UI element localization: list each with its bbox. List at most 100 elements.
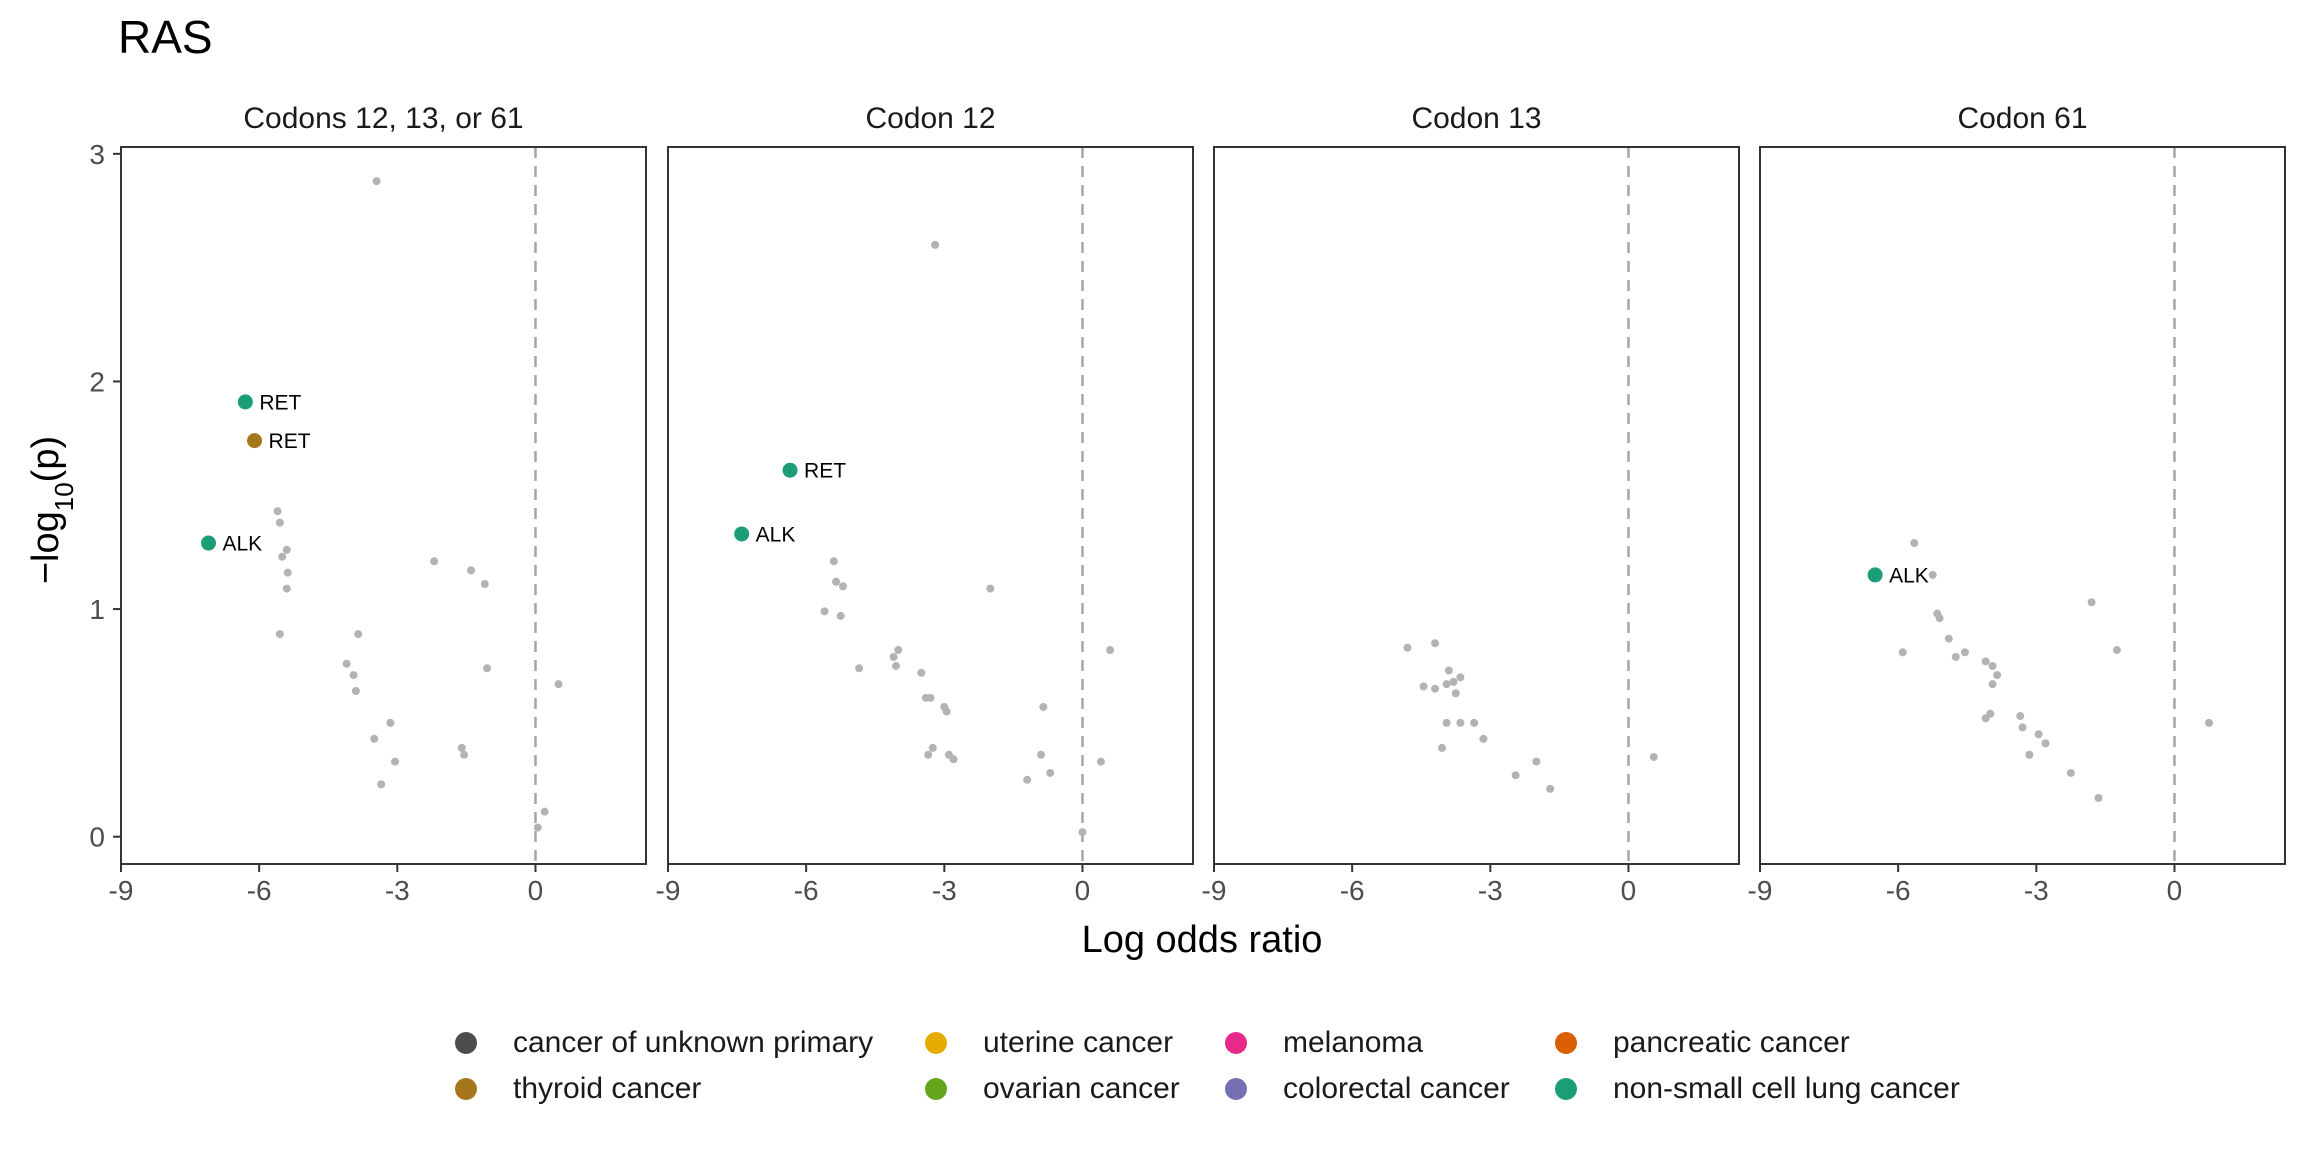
highlight-point bbox=[247, 433, 263, 449]
data-point bbox=[1419, 682, 1428, 691]
panel-border bbox=[667, 146, 1194, 865]
data-point bbox=[1431, 639, 1440, 648]
data-point bbox=[457, 743, 466, 752]
legend-label: uterine cancer bbox=[983, 1026, 1174, 1059]
data-point bbox=[829, 557, 838, 566]
data-point bbox=[1449, 677, 1458, 686]
data-point bbox=[354, 630, 363, 639]
data-point bbox=[1960, 648, 1969, 657]
y-tick-label: 0 bbox=[89, 822, 105, 853]
data-point bbox=[2018, 723, 2027, 732]
panel-3: Codon 13 -9 -6 -3 0 bbox=[1202, 102, 1740, 906]
point-label: ALK bbox=[223, 533, 263, 556]
x-tick-label: -3 bbox=[2024, 875, 2049, 906]
data-point bbox=[889, 652, 898, 661]
legend-label: colorectal cancer bbox=[1283, 1072, 1510, 1105]
legend-item: colorectal cancer bbox=[1225, 1071, 1555, 1107]
data-point bbox=[1993, 671, 2002, 680]
x-tick-label: 0 bbox=[1621, 875, 1637, 906]
data-point bbox=[430, 557, 439, 566]
legend-label: ovarian cancer bbox=[983, 1072, 1180, 1105]
data-point bbox=[1988, 661, 1997, 670]
x-tick-label: -6 bbox=[794, 875, 819, 906]
data-point bbox=[480, 580, 489, 589]
data-point bbox=[533, 823, 542, 832]
data-point bbox=[931, 240, 940, 249]
x-tick-label: -6 bbox=[247, 875, 272, 906]
data-point bbox=[949, 755, 958, 764]
data-point bbox=[386, 718, 395, 727]
panel-border bbox=[1213, 146, 1740, 865]
data-point bbox=[273, 507, 282, 516]
data-point bbox=[926, 693, 935, 702]
data-point bbox=[282, 584, 291, 593]
data-point bbox=[1403, 643, 1412, 652]
data-point bbox=[1451, 689, 1460, 698]
legend-item: non-small cell lung cancer bbox=[1555, 1071, 1975, 1107]
point-label: RET bbox=[269, 430, 311, 453]
legend-key bbox=[455, 1078, 477, 1100]
data-point bbox=[2066, 768, 2075, 777]
data-point bbox=[928, 743, 937, 752]
panel-4: Codon 61 ALK -9 -6 -3 0 bbox=[1748, 102, 2286, 906]
legend-label: pancreatic cancer bbox=[1613, 1026, 1850, 1059]
legend-key bbox=[925, 1032, 947, 1054]
x-axis-title: Log odds ratio bbox=[1082, 919, 1323, 961]
data-point bbox=[1981, 657, 1990, 666]
data-point bbox=[894, 646, 903, 655]
point-label: ALK bbox=[1889, 564, 1929, 587]
x-tick-label: 0 bbox=[2167, 875, 2183, 906]
legend-key bbox=[1225, 1078, 1247, 1100]
x-tick-label: -9 bbox=[656, 875, 681, 906]
x-tick-label: 0 bbox=[528, 875, 544, 906]
data-point bbox=[1037, 750, 1046, 759]
highlight-point bbox=[734, 526, 750, 542]
facet-label: Codon 12 bbox=[865, 102, 995, 135]
x-tick-label: -9 bbox=[1748, 875, 1773, 906]
data-point bbox=[1988, 680, 1997, 689]
y-tick-label: 2 bbox=[89, 366, 105, 397]
data-point bbox=[1442, 718, 1451, 727]
data-point bbox=[891, 661, 900, 670]
data-point bbox=[1106, 646, 1115, 655]
scatter-chart: Codons 12, 13, or 61 RET RET ALK -9 -6 -3 0 0 1 2 3… bbox=[25, 102, 2286, 961]
legend-item: ovarian cancer bbox=[925, 1071, 1225, 1107]
x-tick-label: -6 bbox=[1886, 875, 1911, 906]
highlight-point bbox=[201, 535, 216, 551]
legend-item: pancreatic cancer bbox=[1555, 1025, 1975, 1061]
data-point bbox=[282, 545, 291, 554]
data-point bbox=[1470, 718, 1479, 727]
data-point bbox=[540, 807, 549, 816]
data-point bbox=[2205, 718, 2214, 727]
data-point bbox=[370, 734, 379, 743]
data-point bbox=[349, 671, 358, 680]
data-point bbox=[1928, 570, 1937, 579]
data-point bbox=[2025, 750, 2034, 759]
highlight-point bbox=[782, 462, 798, 478]
data-point bbox=[2087, 598, 2096, 607]
data-point bbox=[283, 568, 292, 577]
legend-item: melanoma bbox=[1225, 1025, 1555, 1061]
data-point bbox=[554, 680, 563, 689]
highlight-point bbox=[1867, 567, 1883, 583]
legend-key bbox=[925, 1078, 947, 1100]
data-point bbox=[1479, 734, 1488, 743]
data-point bbox=[832, 577, 841, 586]
legend-item: cancer of unknown primary bbox=[455, 1025, 925, 1061]
y-axis-title-subscript: 10 bbox=[49, 482, 79, 511]
legend-key bbox=[1555, 1078, 1577, 1100]
data-point bbox=[1951, 652, 1960, 661]
data-point bbox=[1456, 673, 1465, 682]
data-point bbox=[924, 750, 933, 759]
x-tick-label: -3 bbox=[1478, 875, 1503, 906]
data-point bbox=[278, 552, 287, 561]
data-point bbox=[275, 518, 284, 527]
data-point bbox=[467, 566, 475, 575]
data-point bbox=[917, 668, 926, 677]
panel-1: Codons 12, 13, or 61 RET RET ALK -9 -6 -3 0 0 1 2 3 bbox=[89, 102, 647, 906]
data-point bbox=[820, 607, 829, 616]
data-point bbox=[2041, 739, 2050, 748]
x-tick-label: -3 bbox=[932, 875, 957, 906]
data-point bbox=[1096, 757, 1105, 766]
point-label: RET bbox=[804, 460, 846, 483]
